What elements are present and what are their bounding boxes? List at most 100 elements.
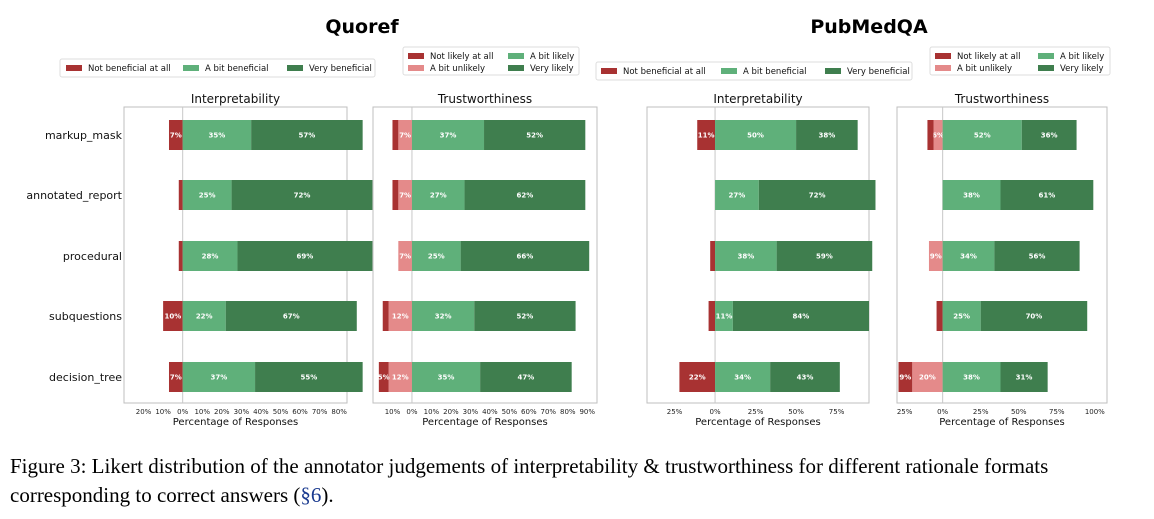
x-axis-label: Percentage of Responses — [695, 417, 821, 428]
data-label: 10% — [165, 313, 182, 321]
x-tick-label: 80% — [560, 408, 576, 416]
legend-swatch — [183, 65, 199, 71]
x-tick-label: 20% — [214, 408, 230, 416]
data-label: 52% — [974, 132, 991, 140]
bar-segment — [411, 120, 485, 150]
bar-segment — [710, 241, 716, 271]
bar-segment — [378, 362, 389, 392]
data-label: 34% — [960, 253, 977, 261]
x-tick-label: 40% — [482, 408, 498, 416]
data-label: 32% — [435, 313, 452, 321]
data-label: 22% — [196, 313, 213, 321]
panel-title: Interpretability — [191, 92, 280, 106]
legend-swatch — [66, 65, 82, 71]
x-axis-label: Percentage of Responses — [939, 417, 1065, 428]
x-tick-label: 75% — [1049, 408, 1065, 416]
legend-label: Not beneficial at all — [623, 67, 706, 77]
bar-segment — [392, 120, 399, 150]
bar-segment — [715, 362, 771, 392]
bar-segment — [732, 301, 869, 331]
likert-figure: Quoref PubMedQA Not beneficial at all A b… — [26, 16, 1111, 428]
legend-box — [595, 61, 913, 81]
dataset-title-quoref: Quoref — [325, 16, 399, 38]
dataset-title-pubmedqa: PubMedQA — [810, 16, 928, 38]
bar-segment — [942, 120, 1022, 150]
x-tick-label: 50% — [273, 408, 289, 416]
bar-segment — [225, 301, 357, 331]
legend-label: A bit likely — [1060, 52, 1104, 62]
x-tick-label: 0% — [406, 408, 417, 416]
data-label: 67% — [283, 313, 300, 321]
panel-title: Interpretability — [713, 92, 802, 106]
bar-segment — [912, 362, 943, 392]
data-label: 38% — [818, 132, 835, 140]
legend-label: Very likely — [530, 64, 574, 74]
bar-segment — [796, 120, 858, 150]
legend-label: Very beneficial — [309, 64, 372, 74]
data-label: 25% — [199, 192, 216, 200]
data-label: 25% — [953, 313, 970, 321]
data-label: 7% — [399, 192, 411, 200]
figure-caption: Figure 3: Likert distribution of the ann… — [10, 452, 1150, 510]
x-tick-label: 10% — [424, 408, 440, 416]
data-label: 22% — [689, 374, 706, 382]
data-label: 7% — [170, 374, 182, 382]
x-tick-label: 75% — [829, 408, 845, 416]
legend-box — [402, 46, 580, 76]
bar-segment — [182, 180, 232, 210]
data-label: 43% — [797, 374, 814, 382]
bar-segment — [392, 180, 399, 210]
bar-segment — [898, 362, 913, 392]
x-tick-label: 0% — [937, 408, 948, 416]
data-label: 9% — [930, 253, 942, 261]
data-label: 7% — [399, 132, 411, 140]
legend-label: A bit likely — [530, 52, 574, 62]
data-label: 55% — [300, 374, 317, 382]
x-tick-label: 70% — [541, 408, 557, 416]
data-label: 27% — [729, 192, 746, 200]
data-label: 52% — [517, 313, 534, 321]
legend-swatch — [721, 68, 737, 74]
legend-swatch — [508, 53, 524, 59]
legend-label: A bit unlikely — [957, 64, 1012, 74]
bar-segment — [251, 120, 363, 150]
bar-segment — [708, 301, 716, 331]
category-label: decision_tree — [49, 371, 122, 384]
data-label: 7% — [399, 253, 411, 261]
x-tick-label: 25% — [973, 408, 989, 416]
bar-segment — [758, 180, 876, 210]
x-tick-label: 30% — [463, 408, 479, 416]
caption-section-link[interactable]: §6 — [300, 483, 322, 507]
data-label: 70% — [1026, 313, 1043, 321]
bar-segment — [398, 241, 412, 271]
legend-label: Not beneficial at all — [88, 64, 171, 74]
bar-segment — [936, 301, 943, 331]
legend-swatch — [508, 65, 524, 71]
data-label: 9% — [899, 374, 911, 382]
x-tick-label: 70% — [312, 408, 328, 416]
bar-segment — [388, 301, 412, 331]
bar-segment — [231, 180, 373, 210]
data-label: 11% — [698, 132, 715, 140]
data-label: 6% — [932, 132, 944, 140]
x-tick-label: 20% — [136, 408, 152, 416]
bar-segment — [398, 120, 412, 150]
bar-segment — [411, 362, 481, 392]
category-label: subquestions — [49, 310, 122, 323]
data-label: 69% — [297, 253, 314, 261]
data-label: 56% — [1029, 253, 1046, 261]
bar-segment — [928, 241, 943, 271]
legend-box — [59, 58, 376, 78]
bar-segment — [1021, 120, 1077, 150]
bar-segment — [464, 180, 586, 210]
bar-segment — [382, 301, 389, 331]
legend-label: A bit beneficial — [205, 64, 269, 74]
bar-segment — [182, 241, 238, 271]
legend-label: Not likely at all — [957, 52, 1020, 62]
bar-segment — [460, 241, 590, 271]
bar-segment — [715, 120, 797, 150]
caption-text: Figure 3: Likert distribution of the ann… — [10, 454, 1049, 507]
data-label: 12% — [392, 374, 409, 382]
bar-segment — [255, 362, 363, 392]
